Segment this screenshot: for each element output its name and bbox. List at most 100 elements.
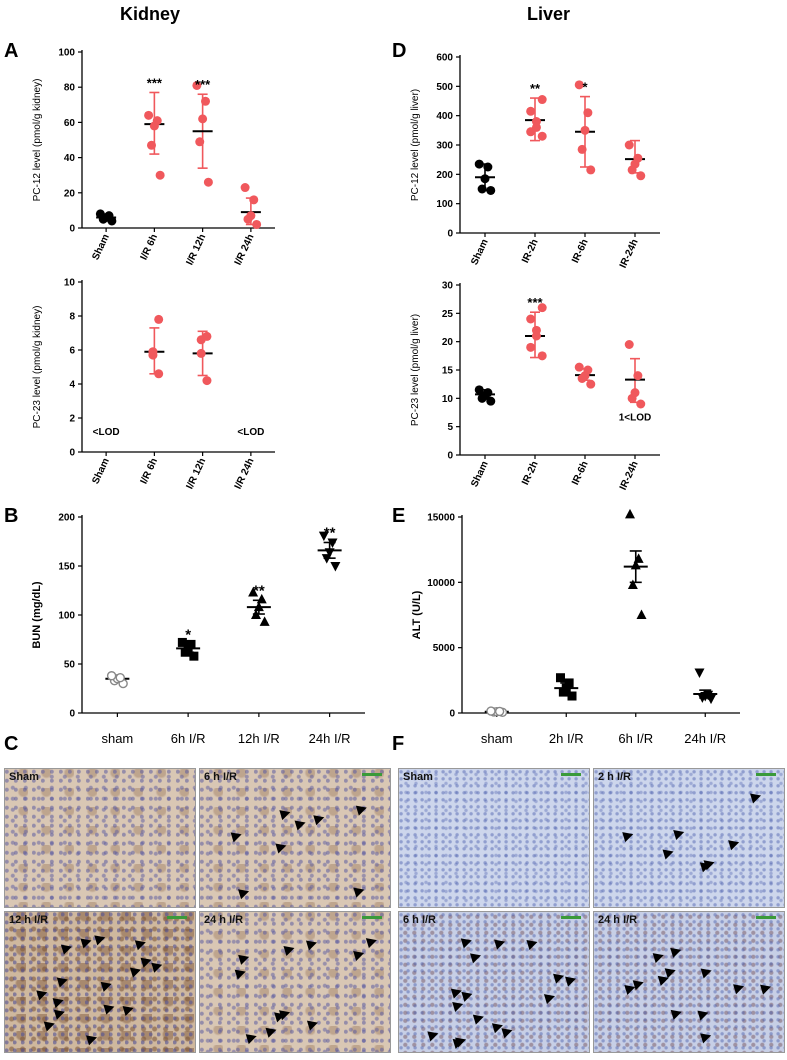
arrowhead-icon	[526, 940, 538, 951]
micrograph-label: 2 h I/R	[598, 771, 632, 783]
y-tick-label: 500	[436, 82, 453, 93]
arrowhead-icon	[313, 815, 325, 826]
arrowhead-icon	[60, 944, 72, 955]
y-axis-label: BUN (mg/dL)	[31, 581, 43, 649]
data-point	[583, 365, 593, 375]
arrowhead-icon	[94, 935, 106, 946]
panel-letter-f: F	[392, 733, 405, 755]
y-tick-label: 0	[447, 229, 453, 240]
micrograph-label: 24 h I/R	[598, 914, 638, 926]
data-point	[636, 609, 647, 619]
arrowhead-icon	[491, 1023, 503, 1034]
scale-bar	[756, 773, 776, 776]
y-tick-label: 6	[69, 346, 75, 357]
data-point	[202, 331, 212, 341]
y-tick-label: 30	[442, 281, 454, 292]
micrograph-label: 6 h I/R	[403, 914, 437, 926]
x-tick-label: I/R 24h	[233, 457, 257, 491]
y-tick-label: 15	[442, 366, 454, 377]
data-point	[586, 165, 596, 175]
arrowhead-icon	[100, 981, 112, 992]
chart-pc12-liver: 0 100 200 300 400 500 600 PC-12 level (pmol/g l…	[410, 53, 660, 270]
arrowheads	[624, 947, 772, 1044]
y-tick-label: 300	[436, 141, 453, 152]
data-point	[480, 174, 490, 184]
data-point	[195, 137, 205, 147]
y-tick-label: 10	[442, 394, 454, 405]
arrowheads	[234, 938, 377, 1045]
data-point	[115, 673, 125, 683]
data-point	[694, 668, 705, 678]
data-point	[630, 559, 641, 570]
arrowhead-icon	[543, 994, 555, 1005]
arrowhead-icon	[700, 1033, 712, 1044]
y-axis-label: PC-12 level (pmol/g kidney)	[32, 79, 43, 202]
x-tick-label: 24h I/R	[309, 731, 351, 746]
micrograph-label: 24 h I/R	[204, 914, 244, 926]
arrowhead-icon	[265, 1027, 277, 1038]
y-axis-label: PC-23 level (pmol/g liver)	[410, 314, 421, 426]
data-point	[250, 609, 261, 619]
data-point	[154, 369, 164, 379]
arrowhead-icon	[43, 1021, 55, 1032]
arrowhead-icon	[494, 939, 506, 950]
data-point	[580, 125, 590, 135]
data-point	[583, 108, 593, 118]
data-point	[152, 116, 162, 126]
y-tick-label: 20	[64, 188, 76, 199]
arrowheads	[427, 938, 577, 1049]
arrowhead-icon	[670, 947, 682, 958]
data-point	[531, 117, 541, 127]
data-point	[324, 548, 335, 558]
micrograph-kidney-12h: 12 h I/R	[4, 911, 196, 1053]
arrowhead-icon	[86, 1035, 98, 1046]
significance-label: **	[324, 524, 336, 541]
y-tick-label: 10000	[427, 578, 455, 589]
data-point	[526, 106, 536, 116]
data-point	[636, 171, 646, 181]
y-tick-label: 0	[447, 451, 453, 462]
arrowhead-icon	[151, 962, 163, 973]
arrowhead-icon	[673, 829, 685, 840]
scale-bar	[167, 916, 187, 919]
arrowhead-icon	[624, 985, 636, 996]
micrograph-label: 6 h I/R	[204, 771, 238, 783]
y-axis-label: PC-12 level (pmol/g liver)	[410, 89, 421, 201]
arrowhead-icon	[472, 1014, 484, 1025]
arrowhead-icon	[103, 1004, 115, 1015]
chart-pc23-liver: 0 5 10 15 20 25 30 PC-23 level (pmol/g liver) Sh…	[410, 281, 660, 492]
data-point	[330, 562, 341, 572]
data-point	[95, 209, 105, 219]
data-point	[624, 340, 634, 349]
y-tick-label: 100	[58, 611, 75, 622]
data-point	[486, 396, 496, 406]
arrowhead-icon	[140, 957, 152, 968]
scale-bar	[561, 773, 581, 776]
x-tick-label: Sham	[90, 457, 112, 486]
arrowhead-icon	[460, 938, 472, 949]
data-point	[259, 616, 270, 626]
y-tick-label: 0	[69, 709, 75, 720]
arrowhead-icon	[230, 832, 242, 843]
data-point	[474, 385, 484, 395]
x-tick-label: IR-2h	[520, 460, 541, 487]
arrowhead-icon	[129, 967, 141, 978]
chart-bun: 0 50 100 150 200 BUN (mg/dL) sham 6h I/R 12h I/R…	[31, 513, 365, 746]
arrowhead-icon	[652, 953, 664, 964]
data-point	[252, 219, 262, 229]
data-point	[240, 183, 250, 193]
data-point	[636, 399, 646, 409]
data-point	[586, 379, 596, 389]
data-point	[561, 683, 571, 693]
arrowheads	[36, 935, 163, 1046]
x-tick-label: I/R 6h	[139, 457, 160, 486]
micrograph-kidney-24h: 24 h I/R	[199, 911, 391, 1053]
arrowhead-icon	[294, 820, 306, 831]
data-point	[486, 706, 496, 716]
data-point	[624, 140, 634, 150]
data-point	[526, 342, 536, 352]
x-tick-label: 6h I/R	[618, 731, 653, 746]
x-tick-label: IR-2h	[520, 238, 541, 265]
y-tick-label: 50	[64, 660, 76, 671]
x-tick-label: I/R 24h	[233, 233, 257, 267]
